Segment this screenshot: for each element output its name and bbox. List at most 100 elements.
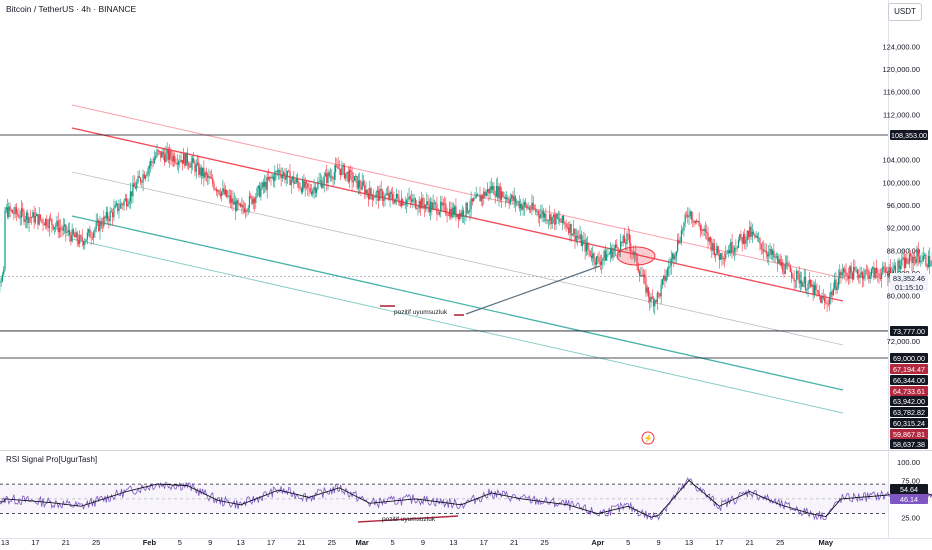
- price-scale-label: 63,942.00: [890, 396, 928, 406]
- candle-body: [770, 248, 772, 255]
- candle-body: [364, 185, 366, 195]
- candle-body: [595, 256, 598, 265]
- candle-body: [739, 234, 741, 241]
- candle-body: [51, 219, 53, 225]
- candle-body: [726, 253, 728, 255]
- candle-body: [186, 152, 188, 164]
- channel-mid-line: [71, 171, 844, 346]
- candle-body: [839, 271, 841, 279]
- candle-body: [324, 173, 327, 177]
- candle-body: [609, 247, 612, 254]
- candle-body: [205, 172, 207, 175]
- candle-body: [431, 201, 433, 210]
- candle-body: [276, 171, 278, 173]
- candle-body: [454, 206, 456, 215]
- candle-body: [660, 284, 662, 297]
- candle-body: [115, 203, 118, 206]
- candle-body: [223, 188, 225, 195]
- candle-body: [519, 203, 522, 209]
- candle-body: [503, 196, 505, 198]
- lightning-glyph: ⚡: [643, 433, 653, 443]
- candle-body: [655, 300, 657, 303]
- candle-body: [835, 279, 837, 291]
- candle-body: [925, 254, 927, 265]
- rsi-label-text: 54.64: [900, 485, 918, 494]
- candle-body: [253, 198, 256, 203]
- price-scale-label: 01:15:10: [890, 282, 928, 292]
- candle-body: [385, 194, 387, 196]
- candle-body: [345, 173, 347, 179]
- candle-body: [96, 220, 99, 223]
- currency-button[interactable]: USDT: [888, 3, 922, 21]
- time-tick-label: 25: [328, 538, 336, 547]
- candle-body: [243, 208, 245, 213]
- candle-body: [5, 207, 7, 211]
- candle-body: [737, 240, 739, 248]
- candle-body: [554, 214, 556, 225]
- candle-body: [783, 271, 785, 274]
- candle-body: [136, 182, 138, 189]
- candle-body: [309, 188, 311, 192]
- price-label-bg: [890, 130, 928, 140]
- candle-body: [532, 202, 534, 209]
- candle-body: [606, 254, 608, 261]
- candle-body: [756, 235, 758, 239]
- candle-body: [442, 203, 444, 206]
- candle-body: [329, 175, 332, 177]
- candle-body: [842, 268, 845, 273]
- price-label-bg: [890, 375, 928, 385]
- price-tick-label: 72,000.00: [887, 337, 920, 346]
- candle-body: [711, 242, 713, 251]
- candle-body: [612, 250, 614, 258]
- candle-body: [844, 268, 846, 272]
- candle-body: [47, 226, 49, 229]
- candle-body: [193, 158, 195, 164]
- candle-body: [803, 276, 805, 283]
- candle-body: [436, 203, 438, 215]
- candle-body: [825, 302, 827, 303]
- time-tick-label: 13: [236, 538, 244, 547]
- candle-body: [897, 260, 899, 274]
- candle-body: [765, 250, 767, 255]
- candle-body: [688, 216, 690, 218]
- candle-body: [516, 202, 518, 204]
- candle-body: [588, 248, 590, 251]
- candle-body: [680, 230, 682, 242]
- candle-body: [769, 248, 771, 253]
- candle-body: [189, 166, 191, 168]
- candle-body: [758, 237, 760, 239]
- candle-body: [522, 206, 524, 210]
- candle-body: [473, 198, 475, 202]
- candle-body: [48, 218, 50, 229]
- candle-body: [678, 239, 680, 243]
- candle-body: [32, 212, 34, 218]
- candle-body: [424, 204, 427, 209]
- candle-body: [475, 194, 477, 199]
- candle-body: [392, 194, 394, 200]
- candle-body: [77, 240, 80, 244]
- candle-body: [704, 228, 707, 232]
- candle-body: [578, 237, 580, 239]
- candle-body: [440, 201, 442, 212]
- candle-body: [492, 186, 494, 190]
- candle-body: [542, 211, 544, 218]
- candle-body: [483, 191, 485, 199]
- candle-body: [796, 270, 798, 281]
- candle-body: [829, 297, 831, 304]
- divergence-label: pozitif uyumsuzluk: [394, 309, 448, 316]
- candle-body: [332, 178, 334, 180]
- candle-body: [94, 228, 96, 233]
- candle-body: [141, 182, 143, 183]
- candle-body: [404, 204, 406, 205]
- candle-body: [310, 191, 313, 195]
- candle-body: [176, 163, 178, 165]
- candle-body: [27, 212, 29, 224]
- candle-body: [148, 165, 150, 169]
- candle-body: [170, 150, 172, 158]
- candle-body: [60, 227, 62, 230]
- candle-body: [22, 208, 24, 212]
- candle-body: [413, 198, 415, 199]
- candle-body: [233, 201, 235, 205]
- candle-body: [124, 198, 126, 201]
